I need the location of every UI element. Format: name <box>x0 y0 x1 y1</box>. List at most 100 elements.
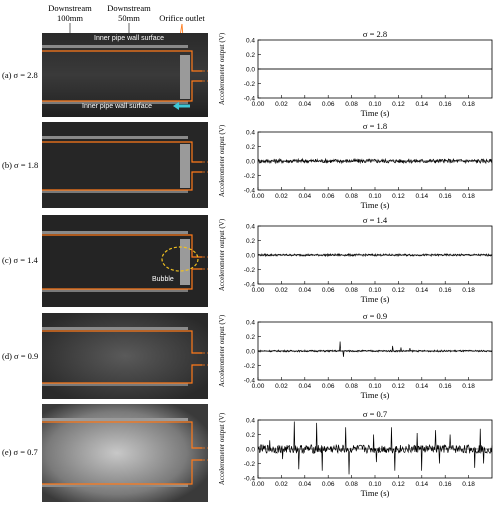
y-tick-label: 0.0 <box>246 67 255 74</box>
x-tick-label: 0.08 <box>345 481 358 488</box>
x-tick-label: 0.00 <box>252 287 265 294</box>
x-tick-label: 0.02 <box>275 101 288 108</box>
y-tick-label: 0.0 <box>246 447 255 454</box>
y-tick-label: 0.2 <box>246 432 255 439</box>
x-tick-label: 0.10 <box>369 383 382 390</box>
photo-c-image <box>42 215 208 307</box>
x-tick-label: 0.14 <box>415 481 428 488</box>
y-tick-label: -0.4 <box>244 188 256 195</box>
x-tick-label: 0.16 <box>439 101 452 108</box>
x-tick-label: 0.02 <box>275 481 288 488</box>
y-tick-label: 0.2 <box>246 52 255 59</box>
y-axis-label: Accelerometer output (V) <box>218 124 226 197</box>
inner-wall-label-bottom: Inner pipe wall surface <box>82 103 153 110</box>
x-tick-label: 0.12 <box>392 101 405 108</box>
y-axis-label: Accelerometer output (V) <box>218 32 226 105</box>
y-tick-label: 0.2 <box>246 334 255 341</box>
x-tick-label: 0.08 <box>345 287 358 294</box>
x-tick-label: 0.18 <box>462 383 475 390</box>
photo-a: Inner pipe wall surface Inner pipe wall … <box>42 33 208 117</box>
y-axis-label: Accelerometer output (V) <box>218 314 226 387</box>
chart-a-svg: σ = 2.8 0.4 0.2 0.0 -0.2 -0.40.00 0.02 0.04 0.06… <box>218 29 493 118</box>
x-tick-label: 0.10 <box>369 287 382 294</box>
y-tick-label: 0.4 <box>246 224 255 231</box>
chart-e-svg: σ = 0.7 0.4 0.2 0.0 -0.2 -0.40.00 0.02 0.04 0.06… <box>218 409 493 498</box>
x-tick-label: 0.02 <box>275 383 288 390</box>
x-tick-label: 0.06 <box>322 287 335 294</box>
photo-d-image <box>42 313 208 399</box>
chart-c-svg: σ = 1.4 0.4 0.2 0.0 -0.2 -0.40.00 0.02 0.04 0.06… <box>218 215 493 304</box>
chart-title: σ = 1.4 <box>363 215 388 225</box>
photo-c: Bubble <box>42 215 208 307</box>
x-tick-label: 0.18 <box>462 481 475 488</box>
y-tick-label: -0.4 <box>244 476 256 483</box>
x-axis-label: Time (s) <box>361 108 390 118</box>
chart-d-svg: σ = 0.9 0.4 0.2 0.0 -0.2 -0.40.00 0.02 0.04 0.06… <box>218 311 493 400</box>
x-tick-label: 0.04 <box>298 383 311 390</box>
y-tick-label: -0.2 <box>244 363 256 370</box>
inner-wall-label-top: Inner pipe wall surface <box>94 35 165 42</box>
x-tick-label: 0.14 <box>415 383 428 390</box>
x-tick-label: 0.06 <box>322 101 335 108</box>
chart-a: σ = 2.8 0.4 0.2 0.0 -0.2 -0.4 0.00 0.02 0.04 0.06… <box>216 28 500 120</box>
signal-line <box>257 252 493 258</box>
chart-title: σ = 1.8 <box>363 121 387 131</box>
y-tick-label: 0.0 <box>246 159 255 166</box>
y-tick-label: -0.4 <box>244 96 256 103</box>
photo-e <box>42 404 208 502</box>
y-tick-label: 0.4 <box>246 320 255 327</box>
y-tick-label: 0.0 <box>246 349 255 356</box>
y-tick-label: 0.0 <box>246 253 255 260</box>
x-tick-label: 0.04 <box>298 481 311 488</box>
photo-e-image <box>42 404 208 502</box>
x-tick-label: 0.06 <box>322 481 335 488</box>
chart-title: σ = 2.8 <box>363 29 387 39</box>
x-tick-label: 0.18 <box>462 101 475 108</box>
x-tick-label: 0.16 <box>439 287 452 294</box>
x-tick-label: 0.06 <box>322 383 335 390</box>
y-tick-label: -0.2 <box>244 267 256 274</box>
chart-title: σ = 0.9 <box>363 311 387 321</box>
y-tick-label: -0.4 <box>244 378 256 385</box>
x-tick-label: 0.10 <box>369 101 382 108</box>
photo-b-image <box>42 122 208 208</box>
x-tick-label: 0.00 <box>252 383 265 390</box>
x-tick-label: 0.04 <box>298 101 311 108</box>
x-tick-label: 0.12 <box>392 481 405 488</box>
x-tick-label: 0.14 <box>415 101 428 108</box>
x-axis-label: Time (s) <box>361 200 390 210</box>
y-axis-label: Accelerometer output (V) <box>218 412 226 485</box>
x-tick-label: 0.00 <box>252 193 265 200</box>
x-tick-label: 0.06 <box>322 193 335 200</box>
x-tick-label: 0.18 <box>462 193 475 200</box>
x-axis-label: Time (s) <box>361 488 390 498</box>
signal-line <box>257 157 493 165</box>
header-downstream-50mm: Downstream 50mm <box>107 3 151 23</box>
y-tick-label: 0.4 <box>246 38 255 45</box>
x-tick-label: 0.02 <box>275 287 288 294</box>
row-label-c: (c) σ = 1.4 <box>2 255 38 265</box>
y-tick-label: -0.2 <box>244 81 256 88</box>
x-tick-label: 0.14 <box>415 193 428 200</box>
x-tick-label: 0.08 <box>345 101 358 108</box>
photo-b <box>42 122 208 208</box>
row-label-d: (d) σ = 0.9 <box>2 351 39 361</box>
signal-line <box>257 341 493 357</box>
bubble-label: Bubble <box>152 276 174 283</box>
row-label-b: (b) σ = 1.8 <box>2 160 39 170</box>
x-tick-label: 0.10 <box>369 481 382 488</box>
x-axis-label: Time (s) <box>361 390 390 400</box>
x-tick-label: 0.12 <box>392 287 405 294</box>
x-tick-label: 0.10 <box>369 193 382 200</box>
y-tick-label: 0.4 <box>246 418 255 425</box>
row-label-e: (e) σ = 0.7 <box>2 447 38 457</box>
y-tick-label: -0.2 <box>244 173 256 180</box>
x-tick-label: 0.12 <box>392 383 405 390</box>
x-tick-label: 0.14 <box>415 287 428 294</box>
y-tick-label: 0.2 <box>246 238 255 245</box>
x-tick-label: 0.16 <box>439 193 452 200</box>
x-tick-label: 0.08 <box>345 383 358 390</box>
photo-d <box>42 313 208 399</box>
y-tick-label: 0.2 <box>246 144 255 151</box>
